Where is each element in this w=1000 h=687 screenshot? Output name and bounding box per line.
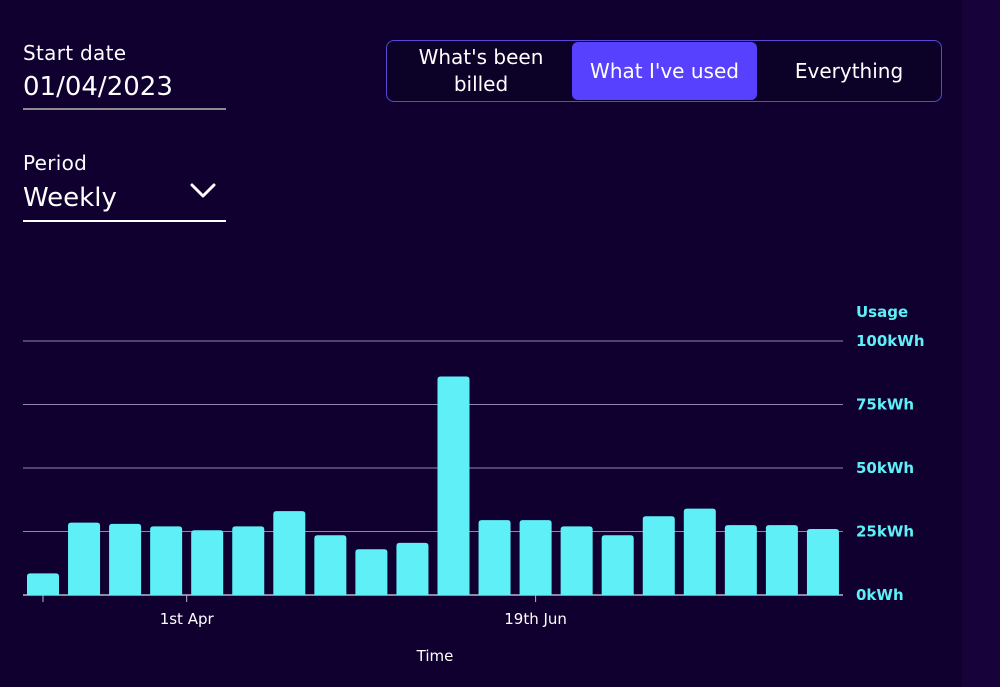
chevron-down-icon[interactable] bbox=[190, 182, 216, 200]
bar bbox=[519, 520, 552, 595]
bar bbox=[396, 542, 429, 595]
bar bbox=[683, 508, 716, 595]
y-tick-label: 0kWh bbox=[856, 586, 904, 604]
bar bbox=[68, 522, 101, 595]
start-date-field[interactable]: Start date 01/04/2023 bbox=[23, 40, 226, 110]
y-tick-label: 100kWh bbox=[856, 332, 925, 350]
view-toggle: What's been billed What I've used Everyt… bbox=[386, 40, 942, 102]
tab-whats-been-billed[interactable]: What's been billed bbox=[418, 45, 544, 96]
x-tick-label: 19th Jun bbox=[504, 610, 567, 628]
x-axis-title: Time bbox=[416, 647, 454, 665]
y-tick-label: 75kWh bbox=[856, 396, 914, 414]
bar bbox=[806, 528, 839, 595]
tab-what-ive-used[interactable]: What I've used bbox=[572, 42, 757, 100]
bar bbox=[191, 530, 224, 595]
bar bbox=[437, 376, 470, 595]
bar bbox=[724, 525, 757, 595]
period-value[interactable]: Weekly bbox=[23, 183, 117, 213]
period-label: Period bbox=[23, 151, 88, 175]
bar bbox=[355, 549, 388, 595]
tab-everything[interactable]: Everything bbox=[794, 58, 904, 83]
usage-chart: 0kWh 25kWh 50kWh 75kWh 100kWh Usage 1st Apr 19t… bbox=[0, 290, 960, 680]
bar bbox=[560, 526, 593, 595]
bar bbox=[273, 511, 306, 595]
bar bbox=[642, 516, 675, 595]
bar bbox=[314, 535, 347, 595]
period-select[interactable]: Period Weekly bbox=[23, 150, 226, 222]
bar bbox=[478, 520, 511, 595]
bar bbox=[601, 535, 634, 595]
y-tick-label: 50kWh bbox=[856, 459, 914, 477]
x-tick-label: 1st Apr bbox=[160, 610, 215, 628]
side-panel-edge bbox=[962, 0, 1000, 687]
bar bbox=[150, 526, 183, 595]
y-axis-title: Usage bbox=[856, 303, 908, 321]
usage-bar-chart: 0kWh 25kWh 50kWh 75kWh 100kWh Usage 1st Apr 19t… bbox=[23, 303, 925, 665]
start-date-label: Start date bbox=[23, 41, 127, 65]
bar bbox=[109, 523, 142, 595]
y-tick-label: 25kWh bbox=[856, 523, 914, 541]
bar bbox=[765, 525, 798, 595]
bar bbox=[27, 573, 59, 595]
start-date-value[interactable]: 01/04/2023 bbox=[23, 72, 173, 102]
bar bbox=[232, 526, 265, 595]
